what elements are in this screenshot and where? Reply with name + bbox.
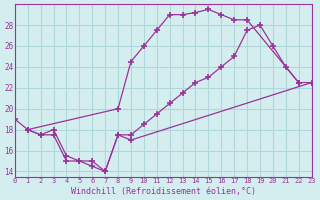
X-axis label: Windchill (Refroidissement éolien,°C): Windchill (Refroidissement éolien,°C) [71, 187, 256, 196]
